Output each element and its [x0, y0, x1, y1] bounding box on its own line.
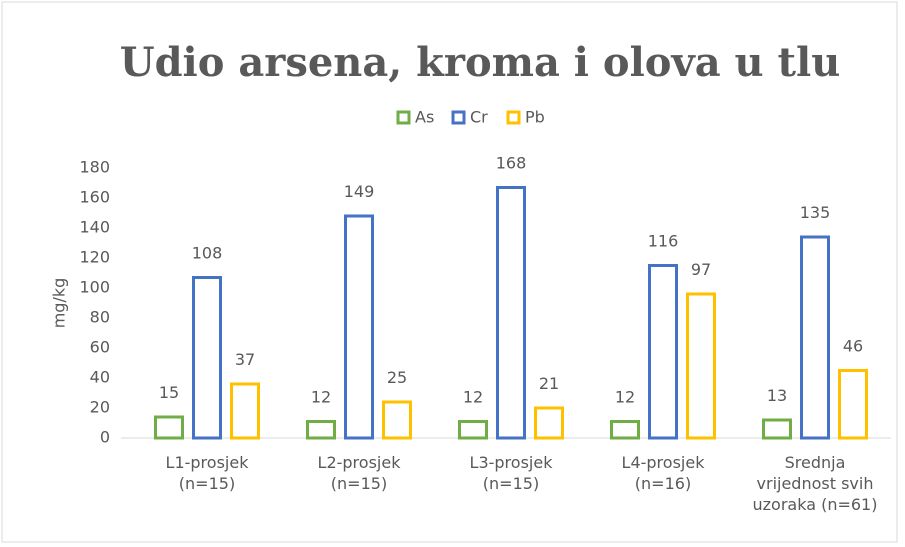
- bar: [610, 420, 640, 440]
- bar: [192, 276, 222, 440]
- bar: [344, 214, 374, 440]
- data-label: 15: [159, 383, 179, 402]
- x-tick-label: L1-prosjek (n=15): [165, 453, 249, 493]
- y-tick-label: 80: [90, 308, 110, 327]
- legend-label: As: [415, 108, 434, 127]
- legend-label: Cr: [470, 108, 488, 127]
- bar: [534, 406, 564, 440]
- legend-swatch: [451, 110, 466, 125]
- chart-title: Udio arsena, kroma i olova u tlu: [120, 39, 841, 86]
- y-tick-label: 120: [79, 248, 110, 267]
- data-label: 13: [767, 386, 787, 405]
- data-label: 46: [843, 337, 863, 356]
- data-label: 135: [800, 203, 831, 222]
- bar: [496, 186, 526, 440]
- bar: [648, 264, 678, 440]
- bar: [154, 415, 184, 440]
- data-label: 12: [615, 388, 635, 407]
- y-tick-label: 40: [90, 368, 110, 387]
- bar: [686, 292, 716, 440]
- data-label: 12: [311, 388, 331, 407]
- bar: [762, 418, 792, 440]
- y-tick-label: 140: [79, 218, 110, 237]
- data-label: 37: [235, 350, 255, 369]
- x-tick-label: Srednja vrijednost svih uzoraka (n=61): [752, 453, 878, 514]
- data-label: 108: [192, 244, 223, 263]
- y-tick-label: 160: [79, 188, 110, 207]
- bar: [838, 369, 868, 440]
- x-tick-label: L2-prosjek (n=15): [317, 453, 401, 493]
- legend-swatch: [396, 110, 411, 125]
- bar: [306, 420, 336, 440]
- bar: [230, 382, 260, 440]
- x-tick-label: L3-prosjek (n=15): [469, 453, 553, 493]
- y-axis-label: mg/kg: [50, 278, 69, 329]
- data-label: 25: [387, 368, 407, 387]
- data-label: 12: [463, 388, 483, 407]
- legend-swatch: [506, 110, 521, 125]
- y-tick-label: 20: [90, 398, 110, 417]
- data-label: 21: [539, 374, 559, 393]
- bar: [382, 400, 412, 440]
- y-tick-label: 0: [100, 428, 110, 447]
- bar: [458, 420, 488, 440]
- x-tick-label: L4-prosjek (n=16): [621, 453, 705, 493]
- data-label: 149: [344, 182, 375, 201]
- data-label: 168: [496, 154, 527, 173]
- legend-label: Pb: [525, 108, 545, 127]
- bar: [800, 235, 830, 440]
- data-label: 97: [691, 260, 711, 279]
- y-tick-label: 100: [79, 278, 110, 297]
- data-label: 116: [648, 232, 679, 251]
- y-tick-label: 60: [90, 338, 110, 357]
- y-tick-label: 180: [79, 158, 110, 177]
